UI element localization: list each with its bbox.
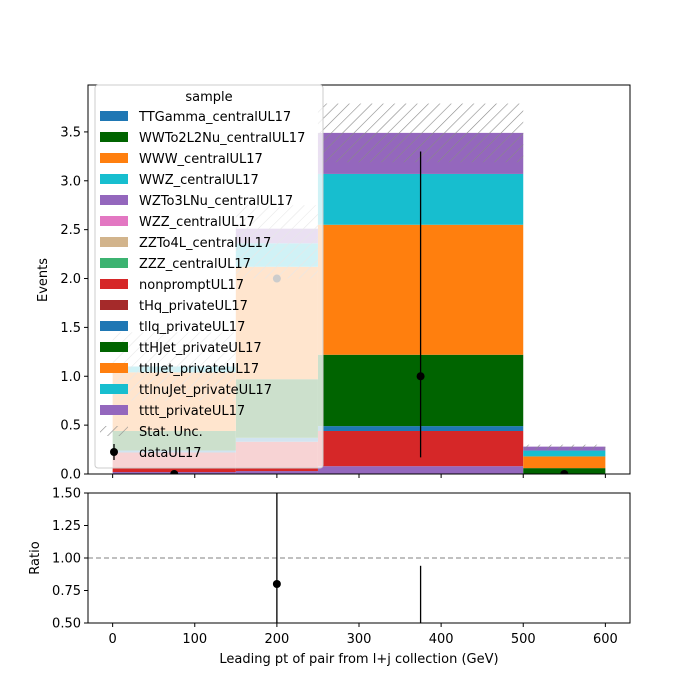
legend-label-WWW_centralUL17: WWW_centralUL17 [139, 152, 263, 167]
legend-swatch-TTGamma_centralUL17 [100, 111, 128, 121]
x-tick-label-5: 500 [511, 632, 536, 647]
legend-swatch-ttllJet_privateUL17 [100, 363, 128, 373]
bar-ttllJet_privateUL17-bin-3 [523, 456, 606, 469]
legend-swatch-WWW_centralUL17 [100, 153, 128, 163]
legend-title: sample [185, 90, 232, 105]
legend-swatch-WZZ_centralUL17 [100, 216, 128, 226]
main-y-tick-label-6: 3.0 [60, 174, 81, 189]
ratio-point-0 [272, 580, 281, 588]
legend-label-tHq_privateUL17: tHq_privateUL17 [139, 299, 248, 314]
main-y-tick-label-7: 3.5 [60, 125, 81, 140]
x-tick-label-1: 100 [182, 632, 207, 647]
bar-WZTo3LNu_centralUL17-bin-1 [235, 471, 318, 474]
legend-swatch-ttlnuJet_privateUL17 [100, 384, 128, 394]
legend-swatch-WZTo3LNu_centralUL17 [100, 195, 128, 205]
legend-label-tllq_privateUL17: tllq_privateUL17 [139, 320, 245, 335]
legend-label-nonpromptUL17: nonpromptUL17 [139, 278, 244, 293]
legend-label-WZZ_centralUL17: WZZ_centralUL17 [139, 215, 255, 230]
main-y-tick-label-3: 1.5 [60, 321, 81, 336]
ratio-y-tick-label-4: 1.50 [52, 487, 81, 502]
main-y-ticks: 0.0 0.5 1.0 1.5 2.0 2.5 3.0 3.5 [60, 125, 88, 483]
legend-swatch-tllq_privateUL17 [100, 321, 128, 331]
main-x-ticks [112, 474, 606, 478]
x-tick-label-6: 600 [593, 632, 618, 647]
legend-swatch-ZZZ_centralUL17 [100, 258, 128, 268]
legend-label-WWZ_centralUL17: WWZ_centralUL17 [139, 173, 259, 188]
ratio-x-ticks: 0 100 200 300 400 500 600 [108, 623, 618, 647]
legend-swatch-WWZ_centralUL17 [100, 174, 128, 184]
legend-swatch-tHq_privateUL17 [100, 300, 128, 310]
legend-swatch-data [110, 448, 118, 456]
data-point-0 [170, 470, 179, 474]
legend-box [94, 84, 324, 469]
legend-label-ZZTo4L_centralUL17: ZZTo4L_centralUL17 [139, 236, 271, 251]
legend-items: TTGamma_centralUL17 WWTo2L2Nu_centralUL17… [100, 110, 305, 461]
legend-label-TTGamma_centralUL17: TTGamma_centralUL17 [138, 110, 291, 125]
main-y-tick-label-2: 1.0 [60, 370, 81, 385]
legend-label-WWTo2L2Nu_centralUL17: WWTo2L2Nu_centralUL17 [139, 131, 305, 146]
legend-swatch-ZZTo4L_centralUL17 [100, 237, 128, 247]
ratio-points [272, 493, 422, 623]
main-y-axis-label: Events [36, 258, 51, 302]
ratio-y-ticks: 0.50 0.75 1.00 1.25 1.50 [52, 487, 88, 632]
ratio-y-tick-label-0: 0.50 [52, 617, 81, 632]
legend-label-stat-unc: Stat. Unc. [139, 425, 203, 440]
legend-swatch-tttt_privateUL17 [100, 405, 128, 415]
data-point-3 [560, 470, 569, 474]
ratio-y-tick-label-1: 0.75 [52, 584, 81, 599]
x-tick-label-2: 200 [264, 632, 289, 647]
legend-label-ttllJet_privateUL17: ttllJet_privateUL17 [139, 362, 259, 377]
legend: sample TTGamma_centralUL17 WWTo2L2Nu_cent… [94, 84, 324, 469]
legend-label-data: dataUL17 [139, 446, 202, 461]
x-axis-label: Leading pt of pair from l+j collection (… [219, 652, 498, 667]
ratio-plot: 0 100 200 300 400 500 600 0.50 0.75 1.00 1.25 1.50… [28, 487, 631, 667]
legend-label-ZZZ_centralUL17: ZZZ_centralUL17 [139, 257, 251, 272]
legend-label-ttHJet_privateUL17: ttHJet_privateUL17 [139, 341, 262, 356]
legend-label-ttlnuJet_privateUL17: ttlnuJet_privateUL17 [139, 383, 272, 398]
main-y-tick-label-0: 0.0 [60, 468, 81, 483]
legend-swatch-WWTo2L2Nu_centralUL17 [100, 132, 128, 142]
ratio-y-tick-label-3: 1.25 [52, 519, 81, 534]
legend-label-tttt_privateUL17: tttt_privateUL17 [139, 404, 245, 419]
data-point-2 [416, 372, 425, 381]
main-y-tick-label-5: 2.5 [60, 223, 81, 238]
ratio-y-tick-label-2: 1.00 [52, 552, 81, 567]
bar-WZTo3LNu_centralUL17-bin-2 [317, 466, 524, 474]
x-tick-label-3: 300 [347, 632, 372, 647]
stat-unc-bin-3 [523, 444, 606, 450]
main-y-tick-label-4: 2.0 [60, 272, 81, 287]
x-tick-label-4: 400 [429, 632, 454, 647]
legend-label-WZTo3LNu_centralUL17: WZTo3LNu_centralUL17 [139, 194, 293, 209]
legend-swatch-stat-unc [100, 426, 128, 436]
legend-swatch-nonpromptUL17 [100, 279, 128, 289]
ratio-y-axis-label: Ratio [28, 541, 43, 574]
legend-swatch-ttHJet_privateUL17 [100, 342, 128, 352]
bar-ttlnuJet_privateUL17-bin-3 [523, 450, 606, 457]
main-y-tick-label-1: 0.5 [60, 419, 81, 434]
x-tick-label-0: 0 [108, 632, 116, 647]
